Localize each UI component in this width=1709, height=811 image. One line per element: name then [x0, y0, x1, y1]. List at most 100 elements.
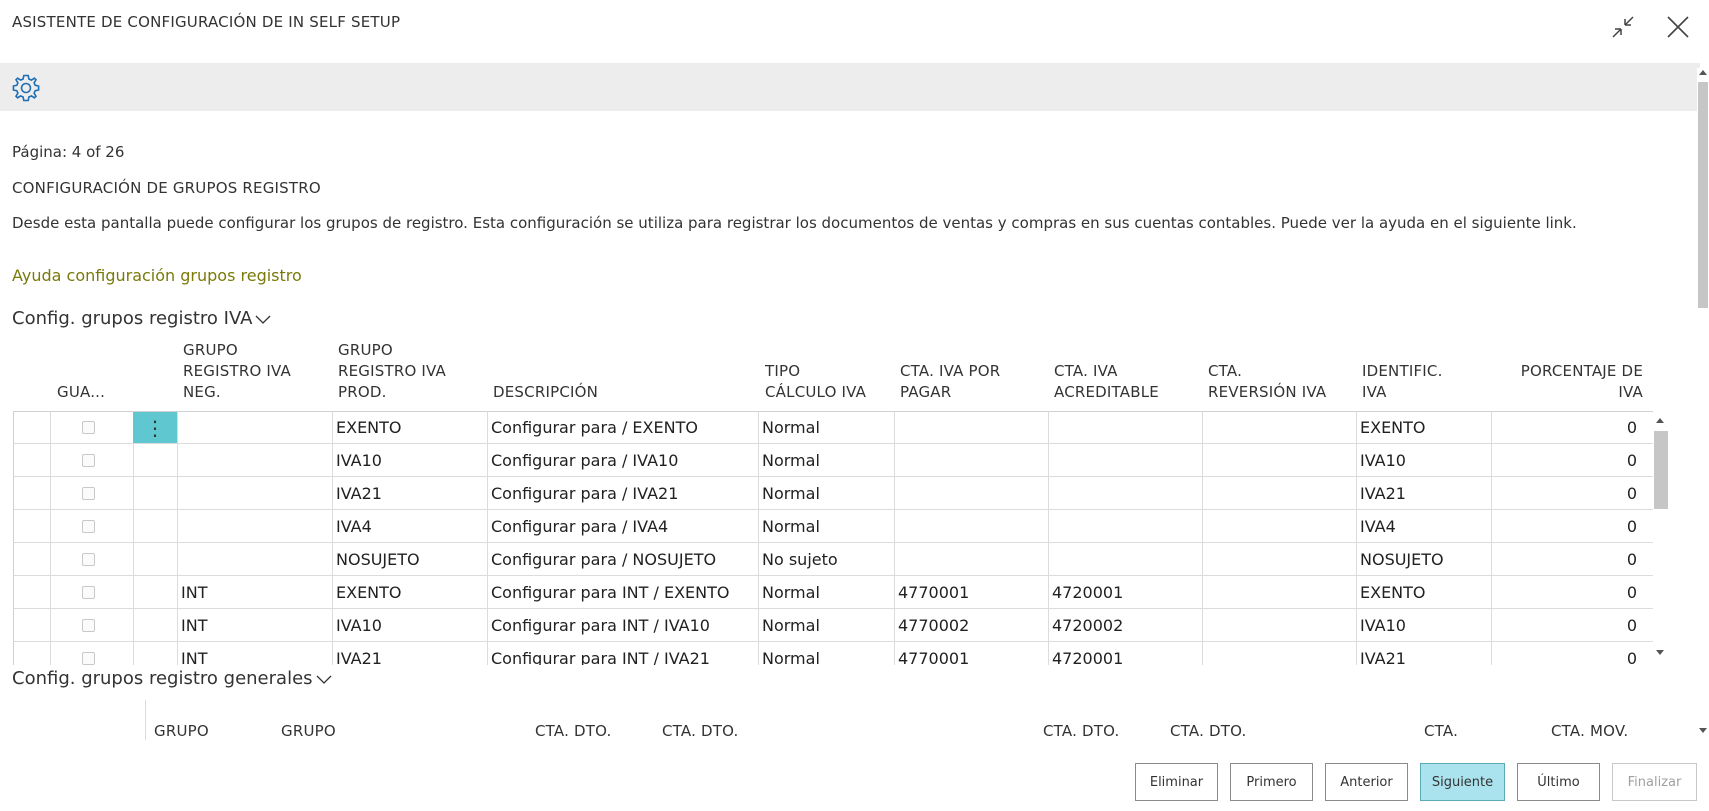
- anterior-button[interactable]: Anterior: [1325, 763, 1408, 801]
- guardar-checkbox[interactable]: [82, 454, 95, 467]
- col-grupo-prod[interactable]: GRUPO REGISTRO IVA PROD.: [338, 340, 446, 403]
- table-row[interactable]: INT EXENTO Configurar para INT / EXENTO Nor…: [13, 576, 1653, 609]
- cell-neg[interactable]: [177, 477, 332, 510]
- cell-rev[interactable]: [1202, 576, 1356, 609]
- vat-group-header[interactable]: Config. grupos registro IVA: [12, 307, 271, 330]
- cell-rev[interactable]: [1202, 444, 1356, 477]
- close-icon[interactable]: [1661, 10, 1695, 44]
- cell-prod[interactable]: IVA4: [332, 510, 487, 543]
- cell-rev[interactable]: [1202, 477, 1356, 510]
- cell-neg[interactable]: [177, 444, 332, 477]
- cell-pagar[interactable]: [894, 510, 1048, 543]
- cell-pct[interactable]: 0: [1491, 543, 1653, 576]
- cell-tipo[interactable]: Normal: [758, 642, 894, 665]
- cell-ident[interactable]: IVA4: [1356, 510, 1491, 543]
- col-general-cta-dto-3[interactable]: CTA. DTO.: [1043, 722, 1120, 740]
- col-general-cta-dto-2[interactable]: CTA. DTO.: [662, 722, 739, 740]
- cell-rev[interactable]: [1202, 543, 1356, 576]
- vat-grid-scrollbar[interactable]: [1652, 415, 1668, 661]
- cell-desc[interactable]: Configurar para INT / IVA10: [487, 609, 758, 642]
- table-row[interactable]: NOSUJETO Configurar para / NOSUJETO No suj…: [13, 543, 1653, 576]
- cell-desc[interactable]: Configurar para / EXENTO: [487, 411, 758, 444]
- cell-pct[interactable]: 0: [1491, 642, 1653, 665]
- cell-prod[interactable]: IVA21: [332, 642, 487, 665]
- cell-prod[interactable]: EXENTO: [332, 576, 487, 609]
- col-general-grupo-2[interactable]: GRUPO: [281, 722, 336, 740]
- cell-tipo[interactable]: Normal: [758, 576, 894, 609]
- gear-icon[interactable]: [10, 72, 42, 104]
- col-tipo-calculo[interactable]: TIPO CÁLCULO IVA: [765, 361, 866, 403]
- cell-desc[interactable]: Configurar para / IVA4: [487, 510, 758, 543]
- vat-grid-scrollbar-thumb[interactable]: [1654, 431, 1668, 509]
- col-general-cta[interactable]: CTA.: [1424, 722, 1459, 740]
- page-scrollbar[interactable]: [1697, 68, 1709, 738]
- cell-tipo[interactable]: Normal: [758, 510, 894, 543]
- cell-tipo[interactable]: Normal: [758, 609, 894, 642]
- cell-ident[interactable]: IVA10: [1356, 444, 1491, 477]
- cell-neg[interactable]: [177, 411, 332, 444]
- ultimo-button[interactable]: Último: [1517, 763, 1600, 801]
- cell-ident[interactable]: EXENTO: [1356, 411, 1491, 444]
- cell-tipo[interactable]: Normal: [758, 444, 894, 477]
- cell-pct[interactable]: 0: [1491, 411, 1653, 444]
- cell-pct[interactable]: 0: [1491, 477, 1653, 510]
- cell-acred[interactable]: [1048, 444, 1202, 477]
- eliminar-button[interactable]: Eliminar: [1135, 763, 1218, 801]
- cell-tipo[interactable]: Normal: [758, 477, 894, 510]
- scroll-up-icon[interactable]: [1656, 418, 1664, 423]
- guardar-checkbox[interactable]: [82, 553, 95, 566]
- cell-pagar[interactable]: [894, 543, 1048, 576]
- page-scrollbar-thumb[interactable]: [1698, 82, 1708, 308]
- cell-desc[interactable]: Configurar para / NOSUJETO: [487, 543, 758, 576]
- cell-rev[interactable]: [1202, 642, 1356, 665]
- cell-desc[interactable]: Configurar para / IVA10: [487, 444, 758, 477]
- guardar-checkbox[interactable]: [82, 520, 95, 533]
- cell-desc[interactable]: Configurar para / IVA21: [487, 477, 758, 510]
- collapse-arrows-icon[interactable]: [1606, 10, 1640, 44]
- guardar-checkbox[interactable]: [82, 586, 95, 599]
- cell-rev[interactable]: [1202, 411, 1356, 444]
- cell-pct[interactable]: 0: [1491, 609, 1653, 642]
- col-general-cta-mov[interactable]: CTA. MOV.: [1551, 722, 1629, 740]
- guardar-checkbox[interactable]: [82, 652, 95, 665]
- cell-desc[interactable]: Configurar para INT / EXENTO: [487, 576, 758, 609]
- cell-pct[interactable]: 0: [1491, 510, 1653, 543]
- cell-pagar[interactable]: [894, 411, 1048, 444]
- col-cta-acreditable[interactable]: CTA. IVA ACREDITABLE: [1054, 361, 1159, 403]
- cell-ident[interactable]: EXENTO: [1356, 576, 1491, 609]
- cell-neg[interactable]: [177, 543, 332, 576]
- cell-pct[interactable]: 0: [1491, 444, 1653, 477]
- cell-rev[interactable]: [1202, 510, 1356, 543]
- scroll-up-icon[interactable]: [1699, 70, 1707, 75]
- vertical-ellipsis-icon[interactable]: ⋮: [133, 412, 177, 443]
- table-row[interactable]: INT IVA10 Configurar para INT / IVA10 Norma…: [13, 609, 1653, 642]
- table-row[interactable]: INT IVA21 Configurar para INT / IVA21 Norma…: [13, 642, 1653, 665]
- cell-prod[interactable]: IVA21: [332, 477, 487, 510]
- col-descripcion[interactable]: DESCRIPCIÓN: [493, 383, 599, 401]
- table-row[interactable]: IVA10 Configurar para / IVA10 Normal IVA10 0: [13, 444, 1653, 477]
- guardar-checkbox[interactable]: [82, 487, 95, 500]
- cell-acred[interactable]: [1048, 510, 1202, 543]
- table-row[interactable]: EXENTO Configurar para / EXENTO Normal EXEN…: [13, 411, 1653, 444]
- cell-ident[interactable]: IVA21: [1356, 477, 1491, 510]
- cell-pagar[interactable]: 4770002: [894, 609, 1048, 642]
- cell-rev[interactable]: [1202, 609, 1356, 642]
- cell-prod[interactable]: IVA10: [332, 609, 487, 642]
- cell-acred[interactable]: 4720002: [1048, 609, 1202, 642]
- scroll-down-icon[interactable]: [1699, 728, 1707, 733]
- cell-pagar[interactable]: 4770001: [894, 576, 1048, 609]
- guardar-checkbox[interactable]: [82, 421, 95, 434]
- cell-tipo[interactable]: Normal: [758, 411, 894, 444]
- primero-button[interactable]: Primero: [1230, 763, 1313, 801]
- cell-ident[interactable]: IVA10: [1356, 609, 1491, 642]
- cell-acred[interactable]: [1048, 411, 1202, 444]
- col-grupo-neg[interactable]: GRUPO REGISTRO IVA NEG.: [183, 340, 291, 403]
- cell-desc[interactable]: Configurar para INT / IVA21: [487, 642, 758, 665]
- col-porcentaje[interactable]: PORCENTAJE DE IVA: [1491, 361, 1643, 403]
- cell-pagar[interactable]: [894, 477, 1048, 510]
- cell-neg[interactable]: INT: [177, 576, 332, 609]
- cell-neg[interactable]: INT: [177, 609, 332, 642]
- col-cta-reversion[interactable]: CTA. REVERSIÓN IVA: [1208, 361, 1326, 403]
- cell-acred[interactable]: 4720001: [1048, 576, 1202, 609]
- cell-neg[interactable]: INT: [177, 642, 332, 665]
